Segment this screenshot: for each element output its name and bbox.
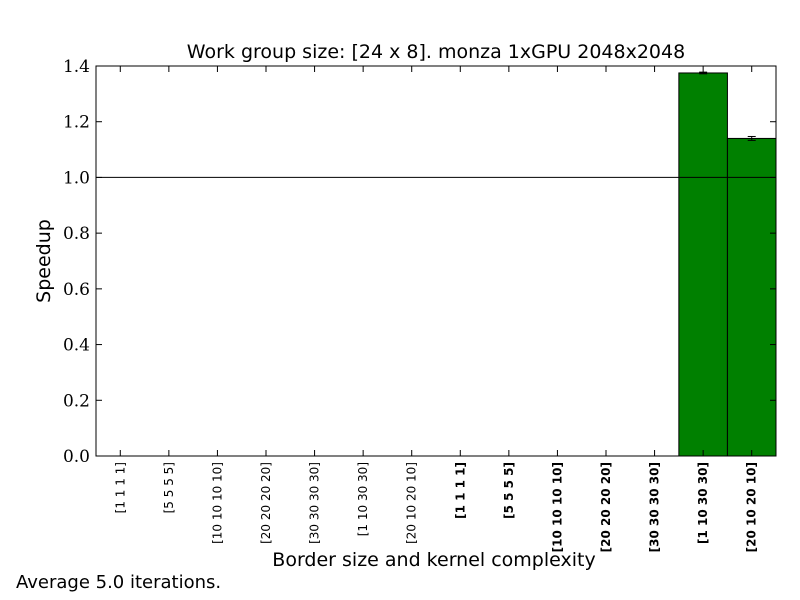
x-tick-label: [1 1 1 1]: [453, 462, 467, 519]
bar: [678, 72, 728, 457]
x-tick-label: [1 10 30 30]: [356, 462, 370, 536]
x-tick-label: [30 30 30 30]: [308, 462, 322, 544]
x-tick-label: [10 10 10 10]: [210, 462, 224, 544]
x-tick-label: [20 20 20 20]: [599, 462, 613, 552]
y-tick-label: 0.0: [63, 447, 90, 467]
error-bars-group: [699, 71, 756, 141]
y-tick-label: 0.2: [63, 391, 90, 411]
footnote: Average 5.0 iterations.: [16, 572, 221, 593]
x-tick-label: [30 30 30 30]: [648, 462, 662, 552]
x-axis-label: Border size and kernel complexity: [272, 549, 595, 571]
y-axis-ticks: 0.0 0.2 0.4 0.6 0.8 1.0 1.2 1.4: [63, 57, 776, 467]
x-tick-label: [20 10 20 10]: [405, 462, 419, 544]
x-axis-ticks: [1 1 1 1] [5 5 5 5] [10 10 10 10] [20 20 20…: [113, 66, 759, 552]
bar: [726, 137, 777, 457]
y-tick-label: 0.6: [63, 280, 90, 300]
y-tick-label: 0.4: [63, 336, 90, 356]
x-tick-label: [5 5 5 5]: [502, 462, 516, 519]
x-tick-label: [20 10 20 10]: [745, 462, 759, 552]
x-tick-label: [10 10 10 10]: [550, 462, 564, 552]
y-tick-label: 1.2: [63, 113, 90, 133]
x-tick-label: [1 1 1 1]: [113, 462, 127, 513]
y-axis-label: Speedup: [33, 219, 55, 303]
x-tick-label: [20 20 20 20]: [259, 462, 273, 544]
plot-frame: [95, 65, 777, 457]
bars-group: [678, 72, 777, 457]
x-tick-label: [1 10 30 30]: [696, 462, 710, 544]
y-tick-label: 1.4: [63, 57, 90, 77]
x-tick-label: [5 5 5 5]: [162, 462, 176, 513]
y-tick-label: 1.0: [63, 168, 90, 188]
chart-title: Work group size: [24 x 8]. monza 1xGPU 2…: [187, 41, 685, 63]
y-tick-label: 0.8: [63, 224, 90, 244]
